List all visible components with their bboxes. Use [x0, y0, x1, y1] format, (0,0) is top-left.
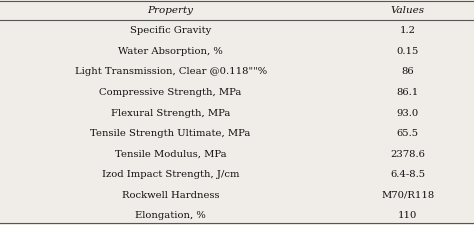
Text: M70/R118: M70/R118 [381, 190, 434, 199]
Text: 93.0: 93.0 [397, 108, 419, 117]
Text: Compressive Strength, MPa: Compressive Strength, MPa [100, 88, 242, 97]
Text: 65.5: 65.5 [397, 128, 419, 137]
Text: Elongation, %: Elongation, % [135, 210, 206, 219]
Text: Rockwell Hardness: Rockwell Hardness [122, 190, 219, 199]
Text: Tensile Modulus, MPa: Tensile Modulus, MPa [115, 149, 227, 158]
Text: 6.4-8.5: 6.4-8.5 [390, 169, 425, 178]
Text: Tensile Strength Ultimate, MPa: Tensile Strength Ultimate, MPa [91, 128, 251, 137]
Text: 2378.6: 2378.6 [390, 149, 425, 158]
Text: 86.1: 86.1 [397, 88, 419, 97]
Text: Flexural Strength, MPa: Flexural Strength, MPa [111, 108, 230, 117]
Text: 86: 86 [401, 67, 414, 76]
Text: 110: 110 [398, 210, 417, 219]
Text: Izod Impact Strength, J/cm: Izod Impact Strength, J/cm [102, 169, 239, 178]
Text: Water Absorption, %: Water Absorption, % [118, 47, 223, 56]
Text: Specific Gravity: Specific Gravity [130, 26, 211, 35]
Text: 0.15: 0.15 [396, 47, 419, 56]
Text: 1.2: 1.2 [400, 26, 416, 35]
Text: Property: Property [147, 6, 194, 15]
Text: Values: Values [391, 6, 425, 15]
Text: Light Transmission, Clear @0.118""%: Light Transmission, Clear @0.118""% [74, 67, 267, 76]
